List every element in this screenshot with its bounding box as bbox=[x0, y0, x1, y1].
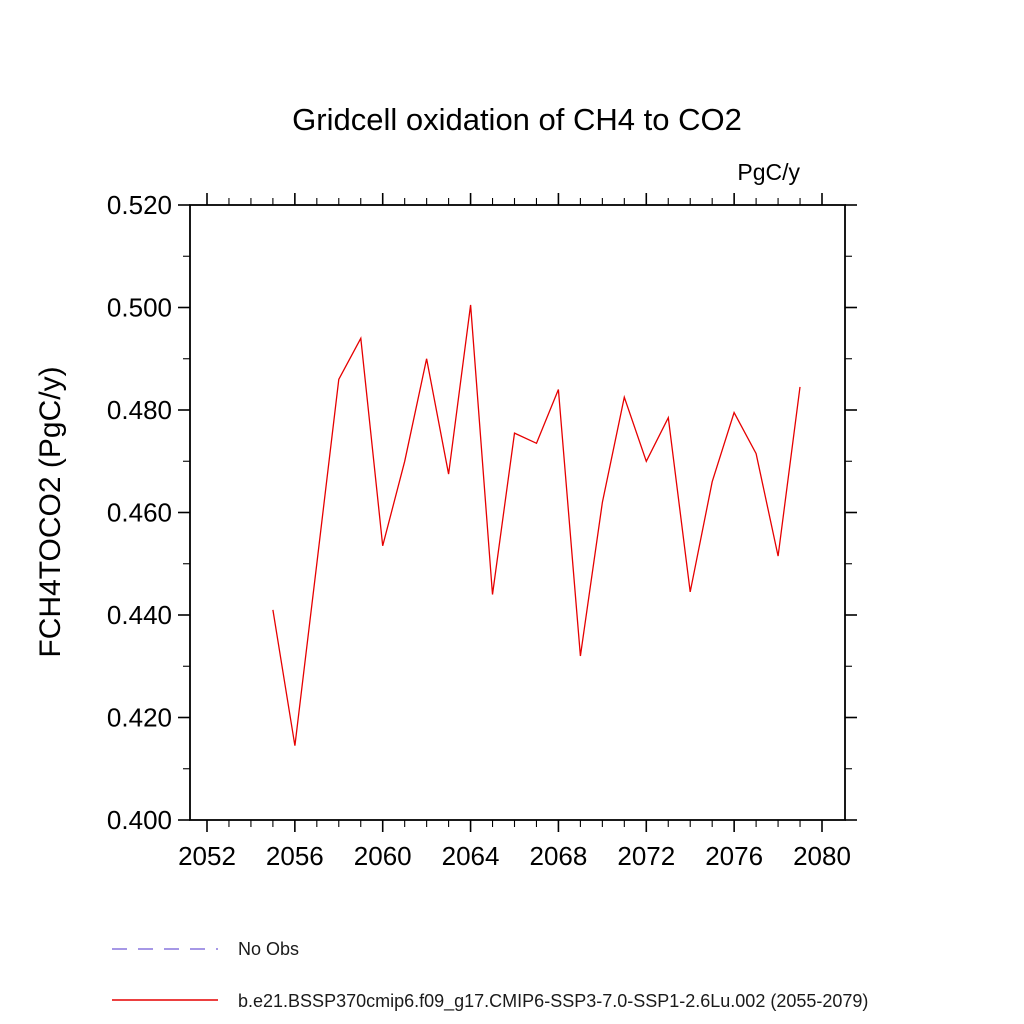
units-label: PgC/y bbox=[737, 159, 800, 185]
y-tick-label: 0.440 bbox=[107, 600, 172, 630]
x-tick-label: 2076 bbox=[705, 841, 763, 871]
y-tick-label: 0.480 bbox=[107, 395, 172, 425]
chart-title: Gridcell oxidation of CH4 to CO2 bbox=[292, 102, 742, 137]
legend: No Obs b.e21.BSSP370cmip6.f09_g17.CMIP6-… bbox=[112, 939, 868, 1012]
x-tick-label: 2064 bbox=[442, 841, 500, 871]
y-tick-label: 0.500 bbox=[107, 293, 172, 323]
plot-area: 2052 2056 2060 2064 2068 2072 2076 2080 0.400 0.4… bbox=[107, 190, 857, 871]
x-tick-label: 2068 bbox=[530, 841, 588, 871]
x-tick-label: 2056 bbox=[266, 841, 324, 871]
plot-frame bbox=[189, 204, 846, 821]
x-tick-label: 2072 bbox=[617, 841, 675, 871]
x-tick-label: 2080 bbox=[793, 841, 851, 871]
x-tick-label: 2052 bbox=[178, 841, 236, 871]
x-tick-label: 2060 bbox=[354, 841, 412, 871]
y-tick-label: 0.420 bbox=[107, 703, 172, 733]
y-tick-label: 0.400 bbox=[107, 805, 172, 835]
y-tick-label: 0.460 bbox=[107, 498, 172, 528]
y-axis-title: FCH4TOCO2 (PgC/y) bbox=[34, 366, 67, 657]
y-tick-label: 0.520 bbox=[107, 190, 172, 220]
legend-label-series: b.e21.BSSP370cmip6.f09_g17.CMIP6-SSP3-7.… bbox=[238, 991, 868, 1012]
legend-label-no-obs: No Obs bbox=[238, 939, 299, 959]
series-line bbox=[272, 304, 801, 746]
